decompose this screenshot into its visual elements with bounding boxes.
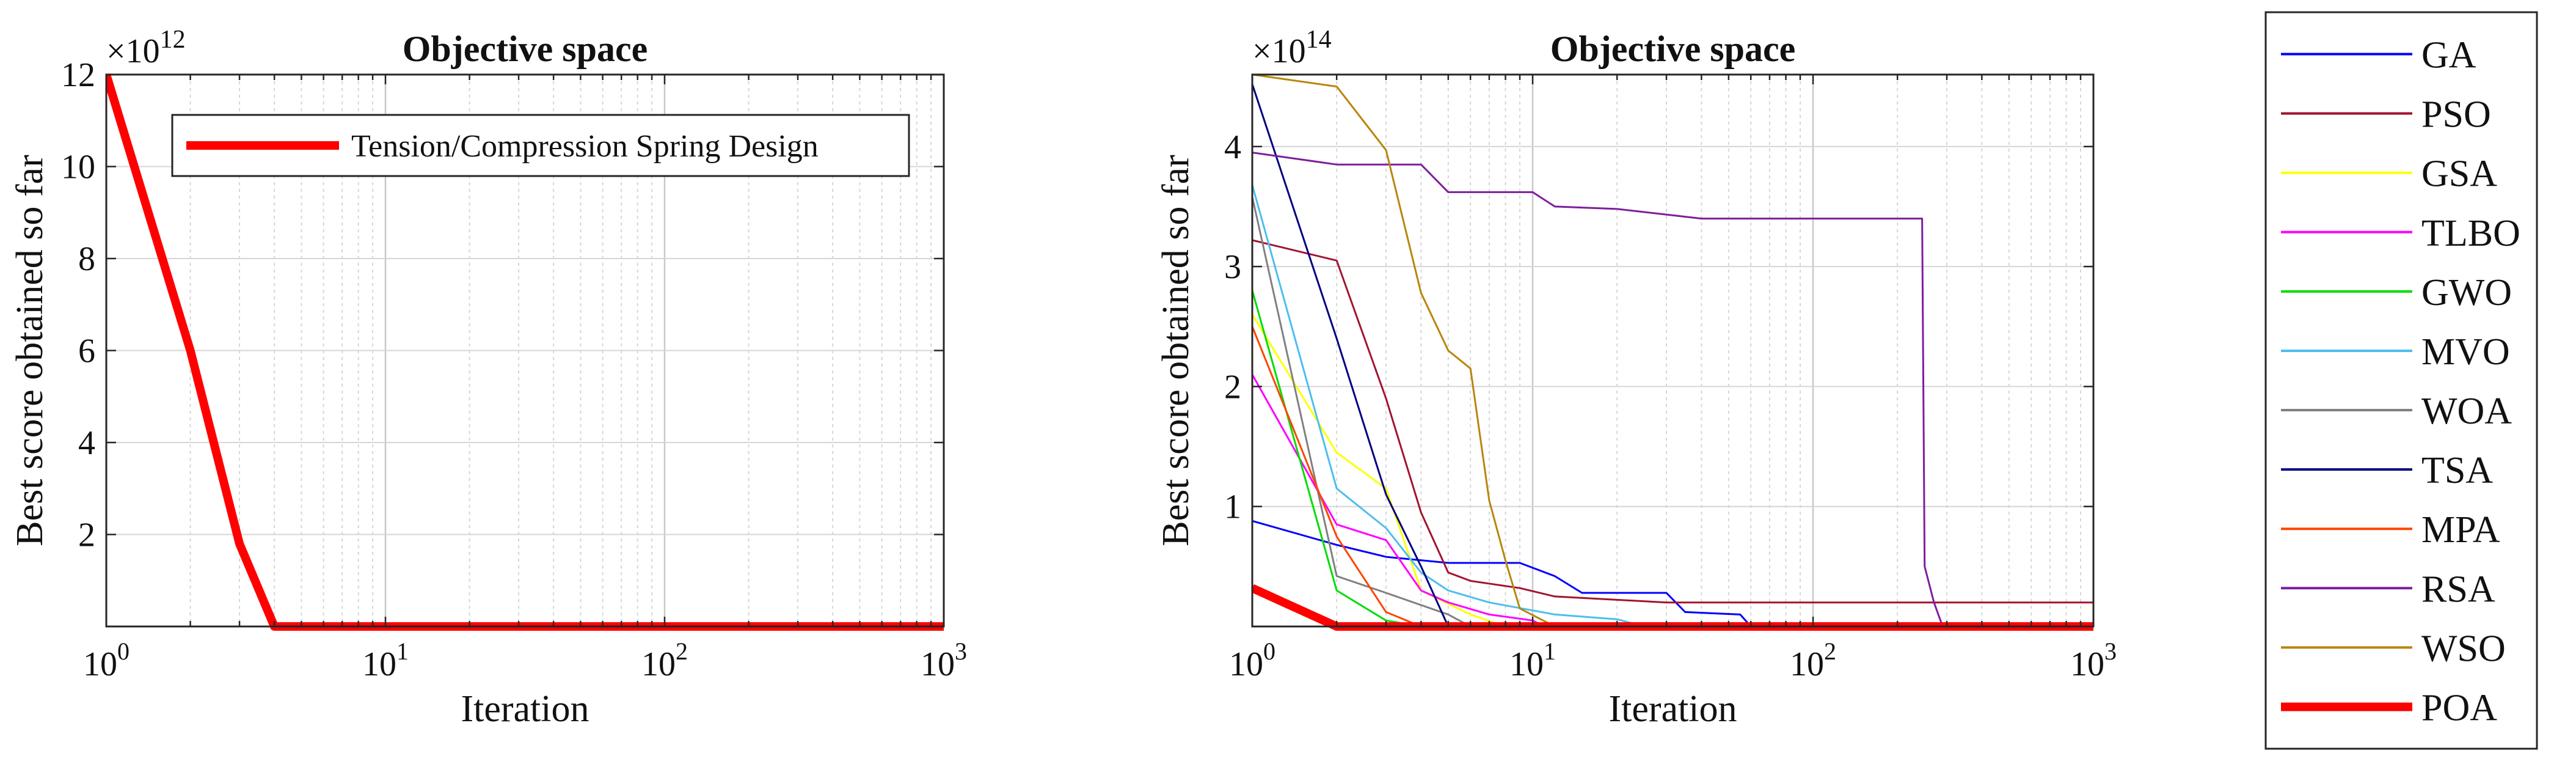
chart1-title: Objective space [403, 29, 648, 69]
chart1-legend-label: Tension/Compression Spring Design [351, 129, 819, 164]
legend-label-pso: PSO [2421, 94, 2491, 136]
chart1-x-tick-label: 103 [921, 637, 967, 683]
legend-box [2264, 11, 2538, 750]
algorithm-legend: GA PSO GSA TLBO GWO MVO WOA TSA MPA RSA WSO POA [2264, 11, 2538, 750]
chart2-y-exponent-label: ×1014 [1252, 26, 1332, 70]
chart1-x-tick-label: 102 [641, 637, 688, 683]
chart2-x-tick-label: 100 [1229, 637, 1275, 683]
chart2-y-tick-label: 1 [1224, 488, 1241, 526]
chart1-y-tick-label: 4 [78, 424, 95, 462]
chart1-x-axis-label: Iteration [461, 688, 589, 730]
chart2-title: Objective space [1550, 29, 1796, 69]
legend-label-gsa: GSA [2421, 153, 2497, 195]
legend-label-poa: POA [2421, 687, 2497, 729]
chart1-y-tick-label: 8 [78, 240, 95, 278]
legend-label-woa: WOA [2421, 391, 2512, 432]
chart2-x-tick-label: 101 [1509, 637, 1556, 683]
chart1-y-tick-label: 6 [78, 332, 95, 370]
chart2-y-tick-label: 3 [1224, 248, 1241, 286]
legend-label-tlbo: TLBO [2421, 213, 2520, 254]
chart1-y-tick-label: 12 [61, 56, 95, 94]
legend-label-mpa: MPA [2421, 509, 2500, 551]
chart2-series-wso [1252, 73, 2093, 628]
legend-label-tsa: TSA [2421, 450, 2493, 491]
chart2-series-rsa [1252, 152, 2093, 628]
chart2-plot-area [1252, 75, 2093, 626]
chart2-x-axis-label: Iteration [1608, 688, 1737, 730]
legend-label-mvo: MVO [2421, 331, 2510, 373]
chart2-y-axis-label: Best score obtained so far [1155, 155, 1197, 546]
chart1-legend: Tension/Compression Spring Design [171, 114, 910, 177]
objective-space-chart-2: 100 101 102 103 1 2 3 4 ×1014 Objective space Iter… [1155, 26, 2117, 730]
chart1-x-tick-label: 100 [83, 637, 130, 683]
chart1-y-tick-label: 2 [78, 516, 95, 554]
chart1-x-tick-label: 101 [362, 637, 409, 683]
objective-space-chart-1: 100 101 102 103 2 4 6 8 10 12 ×1012 Objective space… [9, 26, 967, 730]
chart1-grid [106, 74, 944, 626]
chart1-y-tick-label: 10 [61, 149, 95, 186]
legend-label-wso: WSO [2421, 628, 2506, 669]
legend-label-gwo: GWO [2421, 272, 2512, 314]
chart2-x-tick-label: 103 [2070, 637, 2117, 683]
chart2-x-tick-label: 102 [1790, 637, 1836, 683]
legend-label-rsa: RSA [2421, 568, 2495, 610]
chart2-y-tick-label: 2 [1224, 368, 1241, 406]
chart2-series-pso [1252, 239, 2093, 604]
legend-label-ga: GA [2421, 35, 2476, 76]
chart2-axes-frame [1251, 73, 2095, 628]
chart1-y-exponent-label: ×1012 [106, 26, 186, 70]
chart1-y-axis-label: Best score obtained so far [9, 155, 51, 546]
chart2-series-ga [1252, 520, 2093, 628]
chart2-y-tick-label: 4 [1224, 128, 1241, 166]
